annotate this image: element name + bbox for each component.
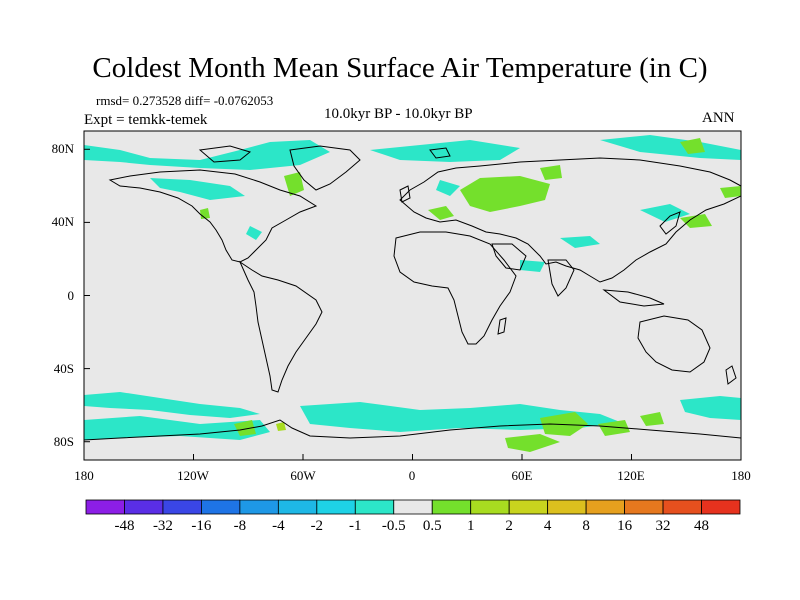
colorbar-swatch [124, 499, 164, 515]
colorbar-label: 0.5 [422, 518, 442, 534]
axis-ticks [83, 148, 742, 460]
anomaly-patch [600, 135, 741, 160]
colorbar-swatch [585, 499, 625, 515]
anomaly-patch [84, 416, 270, 440]
colorbar-swatch [162, 499, 202, 515]
colorbar [85, 499, 741, 515]
anomaly-patch [370, 140, 520, 162]
colorbar-label: 16 [617, 518, 633, 534]
coastline-africa [393, 231, 517, 345]
colorbar-label: -4 [272, 518, 285, 534]
lat-label-80s: 80S [53, 434, 74, 449]
anomaly-patch [560, 236, 600, 248]
anomaly-patch [428, 206, 454, 220]
chart-title: Coldest Month Mean Surface Air Temperatu… [92, 52, 708, 84]
colorbar-swatch [662, 499, 702, 515]
anomaly-patch [246, 226, 262, 240]
colorbar-swatch [85, 499, 125, 515]
colorbar-label: -1 [349, 518, 362, 534]
colorbar-label: -48 [114, 518, 135, 534]
lon-label-0: 0 [408, 468, 416, 483]
colorbar-swatch [354, 499, 395, 515]
coastline-antarctica [84, 419, 741, 441]
colorbar-swatch [470, 499, 510, 515]
anomaly-patch [460, 176, 550, 212]
colorbar-swatch [239, 499, 279, 515]
coastline-britain [399, 185, 411, 203]
colorbar-label: 2 [505, 518, 513, 534]
coastline-new-zealand [725, 365, 737, 385]
coastline-madagascar [497, 317, 507, 335]
anomaly-patch [680, 214, 712, 228]
coastline-japan [659, 211, 681, 235]
colorbar-swatch [277, 499, 318, 515]
experiment-label: Expt = temkk-temek [84, 112, 208, 128]
anomaly-patch [284, 172, 304, 196]
period-label: 10.0kyr BP - 10.0kyr BP [324, 106, 473, 122]
colorbar-swatch [393, 499, 433, 515]
colorbar-swatch [547, 499, 587, 515]
lon-label-180e: 180 [731, 468, 751, 483]
coastline-india [547, 259, 575, 297]
colorbar-label: -2 [310, 518, 324, 534]
lat-label-40n: 40N [51, 214, 74, 229]
coastline-south-america [238, 260, 323, 393]
anomaly-patch [640, 204, 690, 222]
colorbar-swatch [701, 499, 741, 515]
lat-label-80n: 80N [51, 141, 74, 156]
lon-label-60e: 60E [511, 468, 533, 483]
anomaly-patch [540, 412, 588, 436]
anomaly-patch [150, 178, 245, 200]
lat-label-0: 0 [67, 288, 75, 303]
colorbar-label: 4 [543, 518, 552, 534]
anomaly-patch [598, 420, 630, 436]
anomaly-patch [84, 392, 260, 418]
lon-label-60w: 60W [290, 468, 316, 483]
anomaly-patch [84, 140, 330, 170]
anomaly-patch [680, 138, 705, 154]
anomaly-patch [540, 165, 562, 180]
rmsd-diff-stats: rmsd= 0.273528 diff= -0.0762053 [96, 93, 274, 108]
colorbar-label: 32 [655, 518, 671, 534]
coastline-eurasia [399, 157, 741, 283]
anomaly-patch [436, 180, 460, 196]
coastline-svalbard [429, 147, 451, 159]
temperature-anomaly-patches [84, 135, 741, 452]
colorbar-label: -8 [233, 518, 247, 534]
coastline-arabia [491, 243, 527, 271]
coastline-indonesia [602, 289, 665, 307]
anomaly-patch [234, 420, 256, 436]
anomaly-patch [680, 396, 741, 420]
colorbar-label: 8 [582, 518, 590, 534]
anomaly-patch [505, 434, 560, 452]
colorbar-label: -16 [191, 518, 212, 534]
coastline-greenland [289, 145, 361, 191]
anomaly-patch [720, 186, 741, 198]
colorbar-swatch [201, 499, 241, 515]
colorbar-label: 1 [466, 518, 475, 534]
lon-label-180w: 180 [74, 468, 94, 483]
lon-label-120w: 120W [177, 468, 209, 483]
colorbar-swatch [624, 499, 664, 515]
coastline-north-america [108, 169, 318, 263]
anomaly-patch [276, 422, 286, 431]
colorbar-swatch [508, 499, 549, 515]
season-label: ANN [702, 110, 735, 126]
colorbar-swatch [316, 499, 356, 515]
anomaly-patch [640, 412, 664, 426]
coastline-arctic-islands [198, 145, 252, 163]
coastlines [84, 145, 741, 441]
colorbar-swatch [431, 499, 472, 515]
anomaly-patch [520, 260, 545, 272]
lat-label-40s: 40S [53, 361, 74, 376]
coastline-australia [637, 315, 711, 373]
colorbar-label: -0.5 [381, 518, 406, 534]
colorbar-label: -32 [152, 518, 173, 534]
colorbar-label: 48 [694, 518, 710, 534]
lon-label-120e: 120E [617, 468, 645, 483]
